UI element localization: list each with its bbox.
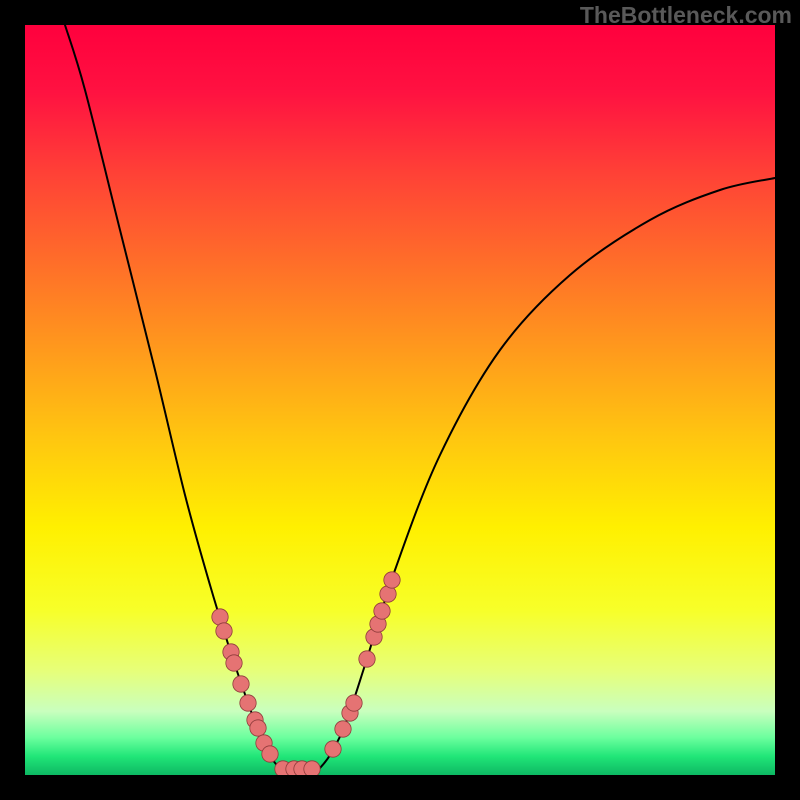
data-marker <box>262 746 278 762</box>
data-marker <box>384 572 400 588</box>
data-marker <box>359 651 375 667</box>
data-marker <box>325 741 341 757</box>
bottleneck-chart <box>0 0 800 800</box>
chart-container: TheBottleneck.com <box>0 0 800 800</box>
plot-background <box>25 25 775 775</box>
data-marker <box>304 761 320 777</box>
data-marker <box>374 603 390 619</box>
data-marker <box>250 720 266 736</box>
data-marker <box>335 721 351 737</box>
data-marker <box>240 695 256 711</box>
watermark-text: TheBottleneck.com <box>580 2 792 29</box>
data-marker <box>233 676 249 692</box>
data-marker <box>216 623 232 639</box>
data-marker <box>226 655 242 671</box>
data-marker <box>346 695 362 711</box>
